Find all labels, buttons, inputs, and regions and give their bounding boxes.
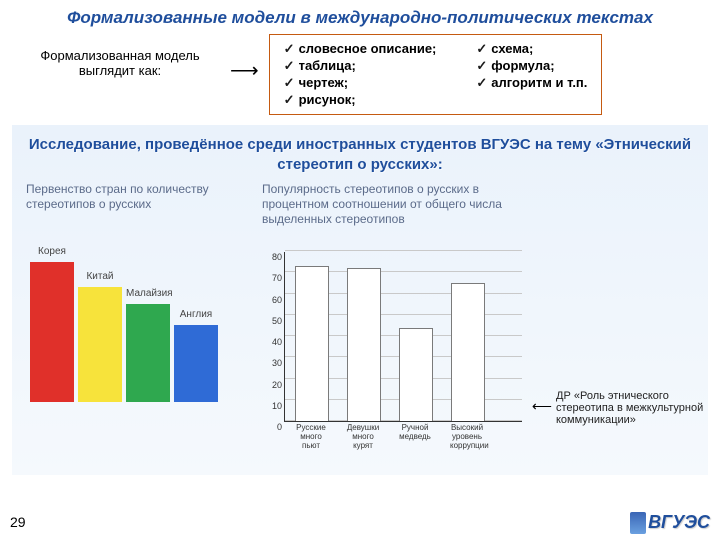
chart2-bar <box>399 328 433 422</box>
chart2-ytick: 70 <box>272 273 282 283</box>
model-label: Формализованная модель выглядит как: <box>20 34 220 78</box>
chart1-bar: Корея <box>30 262 74 402</box>
logo: ВГУЭС <box>630 512 710 534</box>
chart2-ytick: 20 <box>272 380 282 390</box>
chart2-xlabel: Высокий уровень коррупции <box>450 424 484 450</box>
chart2-bar <box>295 266 329 421</box>
chart2-ytick: 10 <box>272 401 282 411</box>
chart1-bar: Малайзия <box>126 304 170 402</box>
slide-title: Формализованные модели в международно-по… <box>0 0 720 34</box>
chart1-bar-label: Корея <box>30 246 74 257</box>
chart1-bar: Китай <box>78 287 122 402</box>
chart2-bar <box>347 268 381 421</box>
chart-1: Первенство стран по количеству стереотип… <box>26 182 236 440</box>
page-number: 29 <box>10 514 26 530</box>
side-note: ДР «Роль этнического стереотипа в межкул… <box>556 390 706 426</box>
chart2-ytick: 40 <box>272 337 282 347</box>
model-item: чертеж; <box>299 75 349 90</box>
chart2-xlabel: Русские много пьют <box>294 424 328 450</box>
chart1-caption: Первенство стран по количеству стереотип… <box>26 182 236 244</box>
chart1-bar: Англия <box>174 325 218 402</box>
chart2-ytick: 50 <box>272 316 282 326</box>
logo-icon <box>630 512 646 534</box>
chart2-xlabel: Ручной медведь <box>398 424 432 450</box>
chart2-xlabel: Девушки много курят <box>346 424 380 450</box>
model-item: таблица; <box>299 58 356 73</box>
top-row: Формализованная модель выглядит как: ⟶ ✓… <box>0 34 720 115</box>
chart2-plot: 01020304050607080 <box>262 252 522 422</box>
logo-text: ВГУЭС <box>648 512 710 532</box>
arrow-left-icon: ⟵ <box>532 398 552 415</box>
model-item: рисунок; <box>299 92 356 107</box>
chart2-ytick: 60 <box>272 295 282 305</box>
chart1-plot: КореяКитайМалайзияАнглия <box>26 252 236 422</box>
model-col-1: ✓словесное описание; ✓таблица; ✓чертеж; … <box>284 41 437 108</box>
model-item: словесное описание; <box>299 41 437 56</box>
chart2-ytick: 30 <box>272 358 282 368</box>
chart2-bar <box>451 283 485 421</box>
chart2-caption: Популярность стереотипов о русских в про… <box>262 182 522 244</box>
model-col-2: ✓схема; ✓формула; ✓алгоритм и т.п. <box>476 41 587 108</box>
chart-2: Популярность стереотипов о русских в про… <box>262 182 522 440</box>
model-item: схема; <box>491 41 533 56</box>
chart1-bar-label: Малайзия <box>126 288 170 299</box>
chart2-ytick: 80 <box>272 252 282 262</box>
model-box: ✓словесное описание; ✓таблица; ✓чертеж; … <box>269 34 603 115</box>
chart2-ytick: 0 <box>277 422 282 432</box>
chart1-bar-label: Англия <box>174 309 218 320</box>
model-item: алгоритм и т.п. <box>491 75 587 90</box>
model-item: формула; <box>491 58 554 73</box>
chart1-bar-label: Китай <box>78 271 122 282</box>
arrow-right-icon: ⟶ <box>230 34 259 83</box>
panel-title: Исследование, проведённое среди иностран… <box>26 135 694 174</box>
